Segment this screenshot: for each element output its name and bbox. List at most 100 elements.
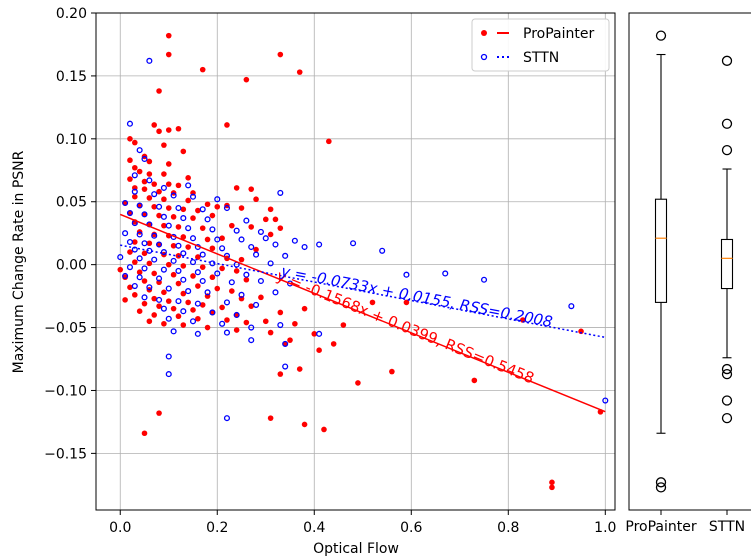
propainter-point — [185, 197, 191, 204]
sttn-point — [160, 249, 167, 256]
sttn-point — [122, 230, 129, 237]
sttn-point — [141, 211, 148, 218]
propainter-point — [253, 196, 259, 203]
propainter-point — [180, 206, 187, 213]
sttn-point — [156, 275, 163, 282]
sttn-point — [122, 272, 129, 280]
propainter-point — [214, 203, 221, 210]
propainter-point — [161, 142, 167, 148]
sttn-point — [170, 192, 177, 199]
sttn-point — [175, 298, 182, 305]
propainter-point — [151, 122, 158, 128]
propainter-point — [165, 161, 172, 167]
sttn-point — [180, 215, 187, 222]
propainter-point — [175, 224, 182, 230]
y-tick-label: −0.10 — [44, 383, 87, 399]
propainter-point — [165, 298, 172, 304]
legend-sttn-label: STTN — [523, 50, 559, 66]
propainter-point — [204, 201, 211, 208]
propainter-point — [330, 341, 337, 347]
propainter-point — [185, 244, 191, 250]
scatter-plot-area — [96, 13, 615, 510]
scatter-gridlines — [96, 12, 615, 510]
propainter-point — [204, 324, 211, 331]
propainter-point — [195, 283, 201, 289]
propainter-point — [311, 331, 318, 337]
propainter-point — [127, 136, 133, 142]
box-iqr — [720, 238, 734, 290]
propainter-point — [296, 69, 303, 75]
propainter-point — [219, 235, 225, 242]
sttn-point — [228, 279, 235, 286]
propainter-point — [204, 236, 211, 243]
sttn-point — [223, 415, 231, 422]
sttn-point — [180, 308, 187, 315]
propainter-point — [199, 264, 206, 270]
sttn-point — [282, 363, 289, 370]
sttn-point — [170, 257, 177, 264]
sttn-point — [185, 182, 192, 189]
propainter-point — [151, 312, 158, 318]
sttn-point — [277, 189, 284, 196]
sttn-point — [136, 147, 143, 154]
sttn-point — [160, 213, 167, 220]
y-axis-label: Maximum Change Rate in PSNR — [11, 150, 27, 373]
propainter-point — [267, 415, 274, 421]
sttn-point — [141, 155, 148, 163]
propainter-point — [136, 168, 143, 175]
propainter-point — [141, 250, 148, 257]
sttn-point — [267, 260, 274, 267]
propainter-point — [233, 185, 240, 191]
sttn-point — [146, 284, 153, 291]
propainter-point — [165, 181, 172, 187]
propainter-point — [369, 299, 376, 306]
propainter-point — [262, 318, 269, 325]
propainter-point — [141, 300, 148, 307]
propainter-point — [248, 224, 255, 230]
sttn-point — [291, 237, 298, 244]
sttn-point — [199, 251, 206, 258]
sttn-point — [282, 252, 289, 259]
propainter-point — [141, 430, 148, 437]
sttn-point — [165, 222, 172, 229]
propainter-point — [165, 51, 172, 58]
sttn-point — [301, 243, 308, 251]
propainter-point — [219, 304, 225, 311]
box-outlier — [721, 144, 733, 156]
propainter-point — [165, 32, 172, 39]
propainter-point — [151, 270, 158, 277]
sttn-point — [248, 324, 255, 331]
propainter-point — [326, 138, 332, 145]
propainter-point — [199, 302, 206, 308]
sttn-point — [136, 231, 143, 238]
propainter-point — [141, 178, 148, 185]
sttn-fit-line — [120, 244, 606, 339]
propainter-point — [219, 265, 225, 272]
sttn-point — [146, 57, 153, 64]
propainter-point — [151, 181, 158, 187]
propainter-point — [175, 280, 182, 287]
sttn-point — [126, 264, 134, 271]
y-tick-label: −0.15 — [44, 446, 87, 462]
sttn-point — [156, 241, 163, 248]
propainter-point — [316, 347, 322, 354]
sttn-point — [175, 242, 182, 249]
propainter-point — [195, 315, 201, 322]
propainter-point — [165, 205, 172, 211]
sttn-point — [204, 289, 211, 296]
propainter-point — [185, 175, 191, 181]
propainter-point — [267, 329, 274, 336]
propainter-point — [549, 484, 555, 491]
box-outlier — [655, 482, 667, 493]
sttn-point — [165, 353, 172, 360]
propainter-point — [190, 215, 196, 221]
propainter-point — [180, 148, 187, 155]
propainter-point — [287, 337, 293, 343]
sttn-point — [602, 397, 609, 404]
propainter-point — [151, 295, 158, 302]
sttn-point — [156, 296, 163, 303]
propainter-point — [209, 212, 216, 219]
propainter-point — [132, 239, 138, 245]
propainter-point — [127, 249, 133, 255]
propainter-point — [258, 294, 264, 301]
